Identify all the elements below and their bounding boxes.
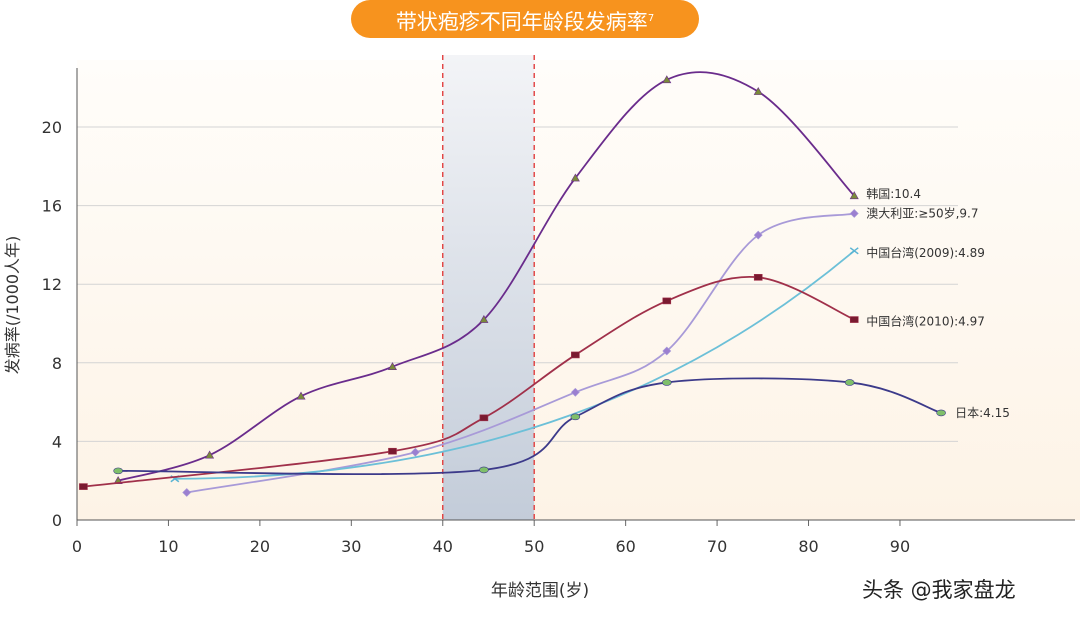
data-point: [753, 87, 763, 95]
y-tick-label: 16: [42, 197, 62, 216]
watermark: 头条 @我家盘龙: [862, 578, 1016, 602]
data-point: [296, 391, 306, 400]
data-point: [570, 413, 581, 421]
x-tick-label: 80: [798, 537, 818, 556]
series-label: 中国台湾(2009):4.89: [866, 245, 985, 260]
data-point: [479, 314, 489, 323]
data-point: [844, 379, 855, 386]
x-tick-label: 30: [341, 537, 361, 556]
data-point: [662, 75, 672, 84]
series-line: [117, 71, 855, 482]
data-point: [479, 466, 489, 474]
y-tick-label: 0: [52, 511, 62, 530]
y-tick-label: 8: [52, 354, 62, 373]
x-tick-label: 70: [707, 537, 727, 556]
data-point: [79, 483, 88, 490]
data-point: [849, 191, 859, 200]
series-line: [174, 250, 855, 480]
series-label: 澳大利亚:≥50岁,9.7: [866, 205, 978, 220]
highlight-band: [442, 55, 535, 520]
y-axis-label: 发病率(/1000人年): [3, 236, 22, 375]
title-text: 带状疱疹不同年龄段发病率: [395, 10, 648, 34]
x-tick-label: 40: [433, 537, 453, 556]
data-point: [113, 467, 123, 475]
data-point: [182, 488, 192, 497]
data-point: [387, 362, 397, 371]
data-point: [662, 297, 672, 305]
x-tick-label: 10: [158, 537, 178, 556]
x-tick-label: 0: [72, 537, 82, 556]
data-point: [661, 379, 672, 386]
data-point: [753, 230, 763, 240]
data-point: [753, 274, 763, 281]
data-point: [571, 351, 580, 359]
data-point: [479, 414, 489, 422]
y-tick-label: 4: [52, 432, 62, 451]
data-point: [388, 447, 397, 455]
y-tick-label: 12: [42, 275, 62, 294]
title-superscript: 7: [647, 13, 655, 24]
data-point: [849, 247, 859, 255]
x-tick-label: 50: [524, 537, 544, 556]
x-tick-label: 90: [890, 537, 910, 556]
plot-background: [77, 60, 1080, 520]
series-label: 韩国:10.4: [866, 186, 921, 201]
data-point: [205, 450, 215, 459]
x-axis-label: 年龄范围(岁): [491, 581, 589, 601]
data-point: [410, 447, 420, 457]
data-point: [849, 209, 859, 218]
series-label: 日本:4.15: [955, 406, 1010, 420]
chart-title: 带状疱疹不同年龄段发病率7: [351, 0, 699, 38]
x-tick-label: 20: [250, 537, 270, 556]
x-tick-label: 60: [615, 537, 635, 556]
data-point: [570, 173, 580, 182]
data-point: [936, 409, 946, 417]
data-point: [849, 316, 859, 323]
series-label: 中国台湾(2010):4.97: [866, 314, 985, 329]
data-point: [662, 346, 672, 356]
data-point: [570, 387, 580, 397]
y-tick-label: 20: [42, 118, 62, 137]
